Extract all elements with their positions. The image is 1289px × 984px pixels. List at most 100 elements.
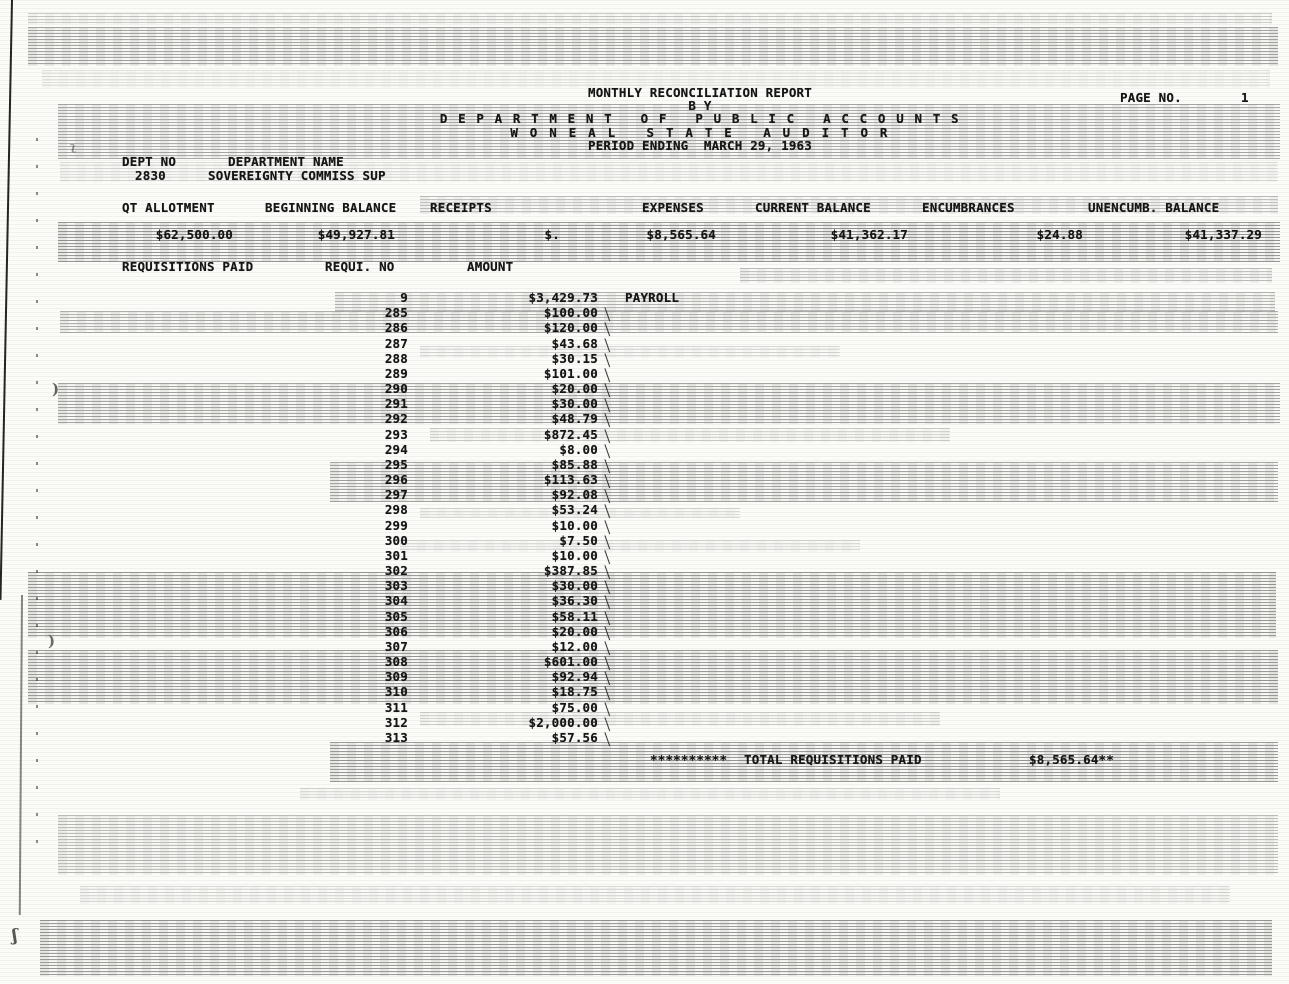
requisition-number: 311 (384, 699, 408, 715)
requisition-row: 287 $43.68 ╲ (0, 337, 1289, 352)
requisition-note: PAYROLL (625, 290, 680, 305)
requisition-number: 287 (384, 335, 408, 351)
requisition-row: 306 $20.00 ╲ (0, 625, 1289, 640)
requisition-number: 299 (384, 517, 408, 533)
requisition-row: 293 $872.45 ╲ (0, 428, 1289, 443)
requisition-number: 313 (384, 729, 408, 745)
requisition-amount: $75.00 (551, 699, 598, 715)
requisition-number: 293 (384, 426, 408, 442)
scan-noise-band (28, 27, 1278, 66)
report-title: MONTHLY RECONCILIATION REPORT (587, 85, 813, 100)
requisition-amount: $30.15 (551, 350, 598, 366)
handwritten-check-mark: ╲ (603, 307, 612, 322)
requisition-row: 9 $3,429.73 PAYROLL (0, 291, 1289, 306)
requisition-amount: $48.79 (551, 411, 598, 427)
handwritten-check-mark: ╲ (603, 671, 612, 686)
report-auditor-line: W O N E A L S T A T E A U D I T O R (510, 125, 890, 140)
summary-column-value: $49,927.81 (317, 227, 395, 242)
handwritten-check-mark: ╲ (603, 686, 612, 701)
scan-noise-band (740, 268, 1272, 283)
page-number-label: PAGE NO. (1120, 90, 1182, 105)
requisition-row: 305 $58.11 ╲ (0, 610, 1289, 625)
handwritten-check-mark: ╲ (603, 429, 612, 443)
requisition-row: 303 $30.00 ╲ (0, 579, 1289, 594)
dept-name-value: SOVEREIGNTY COMMISS SUP (208, 168, 386, 183)
handwritten-check-mark: ╲ (603, 656, 612, 671)
requisition-amount: $53.24 (551, 502, 598, 518)
summary-column-label: EXPENSES (642, 200, 704, 215)
requisition-amount: $7.50 (559, 532, 598, 548)
requisition-number: 310 (384, 684, 408, 700)
handwritten-check-mark: ╲ (603, 565, 612, 580)
requisition-number: 312 (384, 714, 408, 730)
requisition-row: 304 $36.30 ╲ (0, 594, 1289, 609)
handwritten-check-mark: ╲ (603, 398, 612, 413)
requisition-amount: $92.94 (551, 669, 598, 685)
handwritten-check-mark: ╲ (603, 641, 612, 656)
requisition-number: 286 (384, 320, 408, 336)
requisition-amount: $85.88 (551, 456, 598, 472)
requisition-number: 288 (384, 350, 408, 366)
requisition-number: 297 (384, 487, 408, 503)
requisition-number: 305 (384, 608, 408, 624)
handwritten-check-mark: ╲ (603, 353, 612, 368)
requisition-number: 302 (384, 563, 408, 579)
requisition-no-header: REQUI. NO (325, 259, 395, 274)
requisition-amount-header: AMOUNT (467, 259, 514, 274)
summary-column-value: $41,337.29 (1184, 227, 1262, 242)
requisition-amount: $43.68 (551, 335, 598, 351)
report-period-line: PERIOD ENDING MARCH 29, 1963 (587, 138, 813, 153)
handwritten-check-mark: ╲ (603, 535, 612, 550)
requisition-number: 303 (384, 578, 408, 594)
requisition-row: 311 $75.00 ╲ (0, 701, 1289, 716)
requisition-amount: $30.00 (551, 578, 598, 594)
requisition-amount: $3,429.73 (528, 290, 598, 305)
handwritten-check-mark: ╲ (603, 413, 612, 428)
requisition-row: 288 $30.15 ╲ (0, 352, 1289, 367)
requisition-row: 296 $113.63 ╲ (0, 473, 1289, 488)
requisition-row: 302 $387.85 ╲ (0, 564, 1289, 579)
summary-column-label: RECEIPTS (430, 200, 492, 215)
summary-column-label: ENCUMBRANCES (922, 200, 1015, 215)
requisition-row: 297 $92.08 ╲ (0, 488, 1289, 503)
requisition-row: 299 $10.00 ╲ (0, 519, 1289, 534)
requisition-number: 285 (384, 305, 408, 321)
requisition-amount: $30.00 (551, 396, 598, 412)
handwritten-check-mark: ╲ (603, 550, 612, 565)
requisition-row: 285 $100.00 ╲ (0, 306, 1289, 321)
requisition-amount: $10.00 (551, 547, 598, 563)
requisition-amount: $58.11 (551, 608, 598, 624)
requisition-number: 292 (384, 411, 408, 427)
requisition-number: 301 (384, 547, 408, 563)
requisition-row: 291 $30.00 ╲ (0, 397, 1289, 412)
scan-noise-band (300, 788, 1000, 800)
pen-mark: ʃ (12, 926, 18, 946)
requisition-amount: $100.00 (543, 305, 598, 321)
requisition-row: 298 $53.24 ╲ (0, 503, 1289, 518)
requisition-amount: $387.85 (543, 563, 598, 579)
requisition-number: 308 (384, 654, 408, 670)
handwritten-check-mark: ╲ (603, 702, 612, 716)
requisition-row: 294 $8.00 ╲ (0, 443, 1289, 458)
handwritten-check-mark: ╲ (603, 580, 612, 595)
requisition-number: 298 (384, 502, 408, 518)
dept-no-value: 2830 (135, 168, 166, 183)
handwritten-check-mark: ╲ (603, 383, 612, 398)
scan-noise-band (80, 886, 1230, 904)
scan-noise-band (58, 815, 1278, 875)
handwritten-check-mark: ╲ (603, 338, 612, 352)
handwritten-check-mark: ╲ (603, 368, 612, 383)
handwritten-check-mark: ╲ (603, 322, 612, 337)
requisition-amount: $92.08 (551, 487, 598, 503)
summary-column-value: $. (544, 227, 560, 242)
total-stars: ********** (650, 752, 728, 767)
requisition-amount: $12.00 (551, 638, 598, 654)
requisition-number: 296 (384, 472, 408, 488)
summary-column-value: $24.88 (1036, 227, 1083, 242)
requisition-amount: $10.00 (551, 517, 598, 533)
requisition-row: 310 $18.75 ╲ (0, 685, 1289, 700)
scan-noise-band (40, 920, 1272, 976)
requisitions-table: 9 $3,429.73 PAYROLL 285 $100.00 ╲ 286 $120.00 ╲ 2… (0, 291, 1289, 751)
requisition-row: 301 $10.00 ╲ (0, 549, 1289, 564)
